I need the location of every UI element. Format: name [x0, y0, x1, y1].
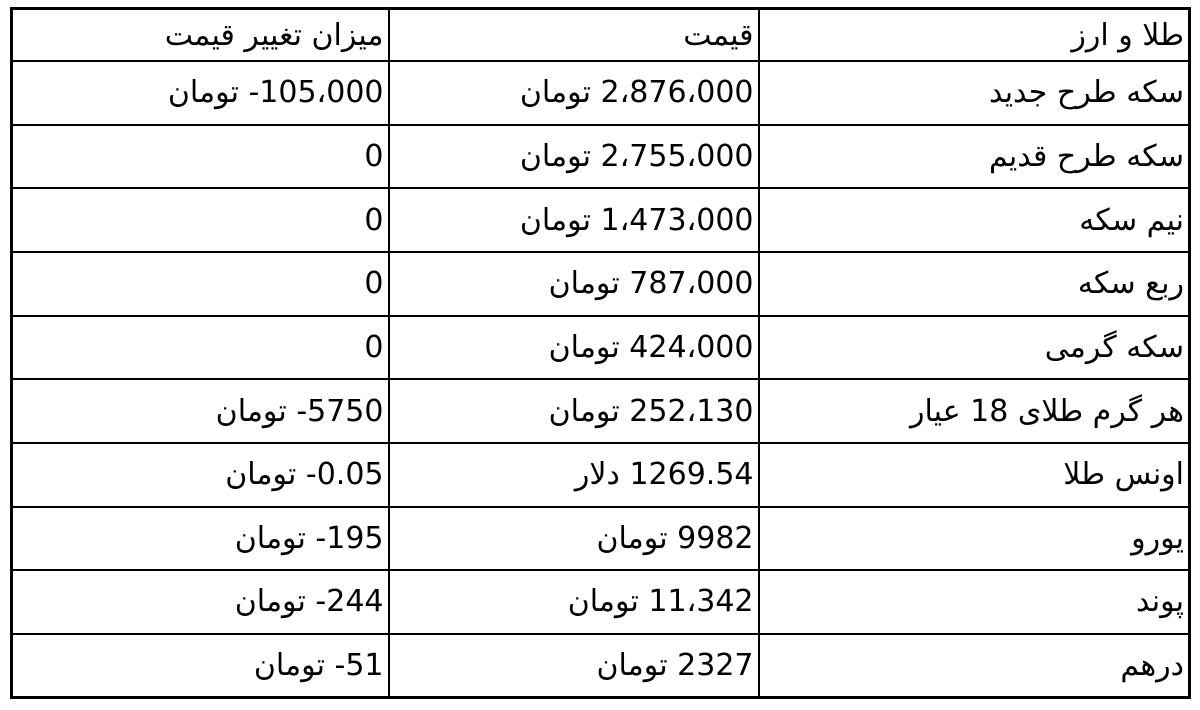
table-row: سکه طرح جدید 2،876،000 تومان -105،000 تو…: [10, 60, 1191, 126]
asset-name: ربع سکه: [757, 250, 1191, 317]
price-unit: تومان: [596, 520, 668, 556]
price-cell: 2327 تومان: [387, 632, 760, 699]
asset-name: سکه گرمی: [757, 314, 1191, 381]
change-cell: -244 تومان: [10, 569, 390, 635]
gold-currency-price-table: طلا و ارز قیمت میزان تغییر قیمت سکه طرح …: [10, 7, 1191, 699]
price-amount: 2327: [677, 647, 754, 683]
price-amount: 9982: [677, 520, 754, 556]
table-row: هر گرم طلای 18 عیار 252،130 تومان -5750 …: [10, 378, 1191, 444]
asset-name: سکه طرح جدید: [757, 60, 1191, 126]
change-cell: 0: [10, 314, 390, 381]
table-row: پوند 11،342 تومان -244 تومان: [10, 569, 1191, 635]
price-unit: تومان: [548, 393, 620, 429]
change-amount: -105،000: [248, 75, 384, 111]
price-amount: 252،130: [629, 393, 754, 429]
change-amount: -51: [334, 647, 384, 683]
change-unit: تومان: [253, 647, 325, 683]
change-unit: تومان: [225, 457, 297, 493]
change-amount: 0: [364, 138, 384, 174]
table-row: سکه طرح قدیم 2،755،000 تومان 0: [10, 123, 1191, 190]
change-amount: 0: [364, 329, 384, 365]
change-unit: تومان: [167, 75, 239, 111]
price-cell: 252،130 تومان: [387, 378, 760, 444]
price-amount: 424،000: [629, 329, 754, 365]
asset-name: سکه طرح قدیم: [757, 123, 1191, 190]
price-amount: 11،342: [648, 584, 754, 620]
table-row: درهم 2327 تومان -51 تومان: [10, 632, 1191, 699]
table-header-row: طلا و ارز قیمت میزان تغییر قیمت: [10, 7, 1191, 63]
table-row: اونس طلا 1269.54 دلار -0.05 تومان: [10, 441, 1191, 508]
change-cell: -105،000 تومان: [10, 60, 390, 126]
price-amount: 2،755،000: [600, 138, 754, 174]
change-amount: -195: [315, 520, 384, 556]
change-amount: -0.05: [305, 457, 384, 493]
price-amount: 2،876،000: [600, 75, 754, 111]
price-cell: 2،755،000 تومان: [387, 123, 760, 190]
price-unit: دلار: [574, 457, 620, 493]
change-cell: -5750 تومان: [10, 378, 390, 444]
price-amount: 787،000: [629, 266, 754, 302]
asset-name: هر گرم طلای 18 عیار: [757, 378, 1191, 444]
price-unit: تومان: [548, 329, 620, 365]
change-cell: 0: [10, 123, 390, 190]
change-cell: -195 تومان: [10, 505, 390, 572]
price-cell: 1،473،000 تومان: [387, 187, 760, 253]
price-cell: 11،342 تومان: [387, 569, 760, 635]
asset-name: نیم سکه: [757, 187, 1191, 253]
change-unit: تومان: [215, 393, 287, 429]
price-unit: تومان: [519, 138, 591, 174]
price-amount: 1،473،000: [600, 202, 754, 238]
change-unit: تومان: [234, 520, 306, 556]
change-amount: 0: [364, 266, 384, 302]
change-unit: تومان: [234, 584, 306, 620]
asset-name: یورو: [757, 505, 1191, 572]
price-amount: 1269.54: [629, 457, 754, 493]
price-cell: 787،000 تومان: [387, 250, 760, 317]
price-unit: تومان: [519, 202, 591, 238]
asset-name: اونس طلا: [757, 441, 1191, 508]
change-amount: -244: [315, 584, 384, 620]
change-cell: -51 تومان: [10, 632, 390, 699]
header-change: میزان تغییر قیمت: [10, 7, 390, 63]
price-unit: تومان: [567, 584, 639, 620]
table-row: ربع سکه 787،000 تومان 0: [10, 250, 1191, 317]
change-amount: -5750: [296, 393, 384, 429]
price-unit: تومان: [519, 75, 591, 111]
table-row: یورو 9982 تومان -195 تومان: [10, 505, 1191, 572]
change-cell: -0.05 تومان: [10, 441, 390, 508]
header-asset: طلا و ارز: [757, 7, 1191, 63]
price-cell: 424،000 تومان: [387, 314, 760, 381]
price-unit: تومان: [548, 266, 620, 302]
change-cell: 0: [10, 250, 390, 317]
price-unit: تومان: [596, 647, 668, 683]
table-row: سکه گرمی 424،000 تومان 0: [10, 314, 1191, 381]
price-cell: 2،876،000 تومان: [387, 60, 760, 126]
header-price: قیمت: [387, 7, 760, 63]
price-cell: 1269.54 دلار: [387, 441, 760, 508]
change-amount: 0: [364, 202, 384, 238]
asset-name: درهم: [757, 632, 1191, 699]
table-row: نیم سکه 1،473،000 تومان 0: [10, 187, 1191, 253]
change-cell: 0: [10, 187, 390, 253]
asset-name: پوند: [757, 569, 1191, 635]
price-cell: 9982 تومان: [387, 505, 760, 572]
